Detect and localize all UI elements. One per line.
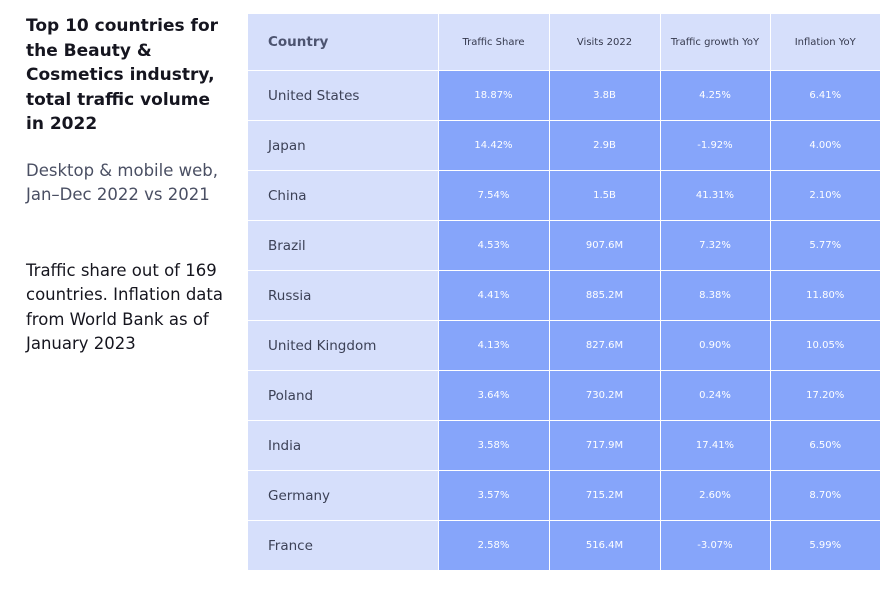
chart-title: Top 10 countries for the Beauty & Cosmet… <box>26 16 219 134</box>
chart-subtitle: Desktop & mobile web, Jan–Dec 2022 vs 20… <box>26 160 218 204</box>
table-row: France 2.58% 516.4M -3.07% 5.99% <box>248 520 880 570</box>
value-cell: 0.90% <box>660 320 771 371</box>
table-row: India 3.58% 717.9M 17.41% 6.50% <box>248 420 880 471</box>
value-cell: 17.41% <box>660 420 771 471</box>
country-cell: Brazil <box>248 220 439 271</box>
value-cell: -3.07% <box>660 520 771 570</box>
value-cell: 3.58% <box>438 420 550 471</box>
value-cell: 18.87% <box>438 70 550 121</box>
data-table-container: Country Traffic Share Visits 2022 Traffi… <box>248 14 880 572</box>
value-cell: 3.57% <box>438 470 550 521</box>
value-cell: 0.24% <box>660 370 771 421</box>
value-cell: 4.00% <box>770 120 880 171</box>
table-body: United States 18.87% 3.8B 4.25% 6.41% Japan 14… <box>248 70 880 570</box>
value-cell: 1.5B <box>549 170 661 221</box>
value-cell: 2.10% <box>770 170 880 221</box>
table-row: United States 18.87% 3.8B 4.25% 6.41% <box>248 70 880 121</box>
value-cell: 885.2M <box>549 270 661 321</box>
value-cell: 730.2M <box>549 370 661 421</box>
column-header: Visits 2022 <box>549 14 661 71</box>
column-header: Traffic growth YoY <box>660 14 771 71</box>
value-cell: 7.32% <box>660 220 771 271</box>
value-cell: 4.25% <box>660 70 771 121</box>
table-row: China 7.54% 1.5B 41.31% 2.10% <box>248 170 880 221</box>
value-cell: 827.6M <box>549 320 661 371</box>
value-cell: -1.92% <box>660 120 771 171</box>
value-cell: 4.53% <box>438 220 550 271</box>
value-cell: 4.41% <box>438 270 550 321</box>
data-table: Country Traffic Share Visits 2022 Traffi… <box>248 14 880 570</box>
column-header: Traffic Share <box>438 14 550 71</box>
country-cell: United Kingdom <box>248 320 439 371</box>
value-cell: 17.20% <box>770 370 880 421</box>
value-cell: 5.77% <box>770 220 880 271</box>
column-header: Inflation YoY <box>770 14 880 71</box>
value-cell: 907.6M <box>549 220 661 271</box>
country-cell: Poland <box>248 370 439 421</box>
value-cell: 717.9M <box>549 420 661 471</box>
value-cell: 3.64% <box>438 370 550 421</box>
value-cell: 14.42% <box>438 120 550 171</box>
country-cell: Russia <box>248 270 439 321</box>
value-cell: 11.80% <box>770 270 880 321</box>
country-cell: United States <box>248 70 439 121</box>
country-cell: China <box>248 170 439 221</box>
table-row: United Kingdom 4.13% 827.6M 0.90% 10.05% <box>248 320 880 371</box>
table-row: Japan 14.42% 2.9B -1.92% 4.00% <box>248 120 880 171</box>
value-cell: 516.4M <box>549 520 661 570</box>
column-header: Country <box>248 14 439 71</box>
country-cell: Germany <box>248 470 439 521</box>
value-cell: 2.60% <box>660 470 771 521</box>
value-cell: 4.13% <box>438 320 550 371</box>
side-panel: Top 10 countries for the Beauty & Cosmet… <box>26 14 231 357</box>
table-row: Russia 4.41% 885.2M 8.38% 11.80% <box>248 270 880 321</box>
country-cell: France <box>248 520 439 570</box>
table-row: Poland 3.64% 730.2M 0.24% 17.20% <box>248 370 880 421</box>
table-header-row: Country Traffic Share Visits 2022 Traffi… <box>248 14 880 71</box>
value-cell: 715.2M <box>549 470 661 521</box>
value-cell: 2.58% <box>438 520 550 570</box>
value-cell: 41.31% <box>660 170 771 221</box>
value-cell: 2.9B <box>549 120 661 171</box>
value-cell: 6.41% <box>770 70 880 121</box>
country-cell: Japan <box>248 120 439 171</box>
value-cell: 10.05% <box>770 320 880 371</box>
table-row: Germany 3.57% 715.2M 2.60% 8.70% <box>248 470 880 521</box>
country-cell: India <box>248 420 439 471</box>
value-cell: 8.38% <box>660 270 771 321</box>
value-cell: 3.8B <box>549 70 661 121</box>
value-cell: 7.54% <box>438 170 550 221</box>
value-cell: 8.70% <box>770 470 880 521</box>
table-row: Brazil 4.53% 907.6M 7.32% 5.77% <box>248 220 880 271</box>
value-cell: 6.50% <box>770 420 880 471</box>
chart-note: Traffic share out of 169 countries. Infl… <box>26 260 224 354</box>
value-cell: 5.99% <box>770 520 880 570</box>
